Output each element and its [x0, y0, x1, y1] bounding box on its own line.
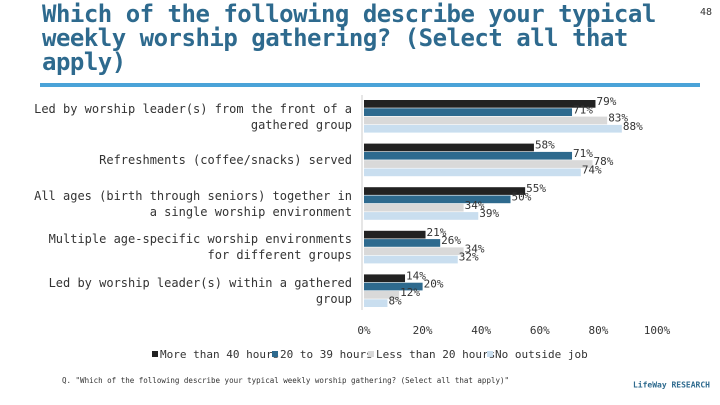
- bar: [364, 143, 534, 152]
- bar: [364, 239, 441, 247]
- data-label: 71%: [573, 103, 593, 116]
- data-label: 50%: [512, 191, 532, 204]
- bar: [364, 247, 464, 256]
- data-label: 14%: [406, 269, 426, 282]
- bar: [364, 168, 581, 177]
- data-label: 58%: [535, 139, 555, 152]
- legend-swatch: [368, 351, 374, 357]
- data-label: 12%: [400, 286, 420, 299]
- bar: [364, 203, 464, 212]
- bar: [364, 187, 526, 195]
- bar: [364, 255, 458, 264]
- data-label: 8%: [388, 294, 402, 307]
- bar: [364, 195, 511, 204]
- title-underline: [40, 83, 700, 87]
- category-label: Led by worship leader(s) within a gather…: [48, 276, 352, 306]
- data-label: 71%: [573, 147, 593, 160]
- legend-label: Less than 20 hours: [376, 348, 495, 361]
- bar: [364, 274, 406, 283]
- data-label: 39%: [479, 207, 499, 220]
- data-label: 88%: [623, 120, 643, 133]
- page-number: 48: [700, 7, 712, 18]
- x-tick-label: 0%: [357, 324, 371, 337]
- x-tick-label: 100%: [644, 324, 671, 337]
- data-label: 21%: [427, 226, 447, 239]
- legend-label: 20 to 39 hours: [280, 348, 373, 361]
- category-label: Multiple age-specific worship environmen…: [48, 232, 352, 263]
- bar: [364, 108, 573, 116]
- data-label: 20%: [424, 278, 444, 291]
- category-label: Led by worship leader(s) from the front …: [34, 101, 352, 132]
- bar: [364, 291, 400, 299]
- legend-swatch: [152, 351, 158, 357]
- category-label: Refreshments (coffee/snacks) served: [99, 153, 352, 168]
- data-label: 83%: [608, 112, 628, 125]
- bar: [364, 282, 423, 291]
- logo: LifeWay RESEARCH: [633, 380, 710, 390]
- bar: [364, 212, 479, 220]
- data-label: 34%: [465, 242, 485, 255]
- bar: [364, 299, 388, 307]
- bar: [364, 230, 426, 239]
- bar: [364, 160, 593, 168]
- data-label: 55%: [526, 182, 546, 195]
- category-label: All ages (birth through seniors) togethe…: [34, 188, 352, 219]
- data-label: 78%: [594, 155, 614, 168]
- legend-label: More than 40 hours: [160, 348, 279, 361]
- footnote: Q. "Which of the following describe your…: [62, 376, 509, 385]
- x-tick-label: 80%: [588, 324, 608, 337]
- legend-swatch: [272, 351, 278, 357]
- x-tick-label: 40%: [471, 324, 491, 337]
- bar: [364, 151, 573, 160]
- x-tick-label: 20%: [413, 324, 433, 337]
- data-label: 74%: [582, 164, 602, 177]
- legend-label: No outside job: [495, 348, 588, 361]
- data-label: 26%: [441, 234, 461, 247]
- data-label: 34%: [465, 199, 485, 212]
- chart-title: Which of the following describe your typ…: [42, 0, 656, 76]
- bar: [364, 100, 596, 108]
- x-tick-label: 60%: [530, 324, 550, 337]
- bar: [364, 124, 622, 133]
- data-label: 79%: [596, 95, 616, 108]
- bar: [364, 116, 608, 125]
- legend-swatch: [487, 351, 493, 357]
- data-label: 32%: [459, 251, 479, 264]
